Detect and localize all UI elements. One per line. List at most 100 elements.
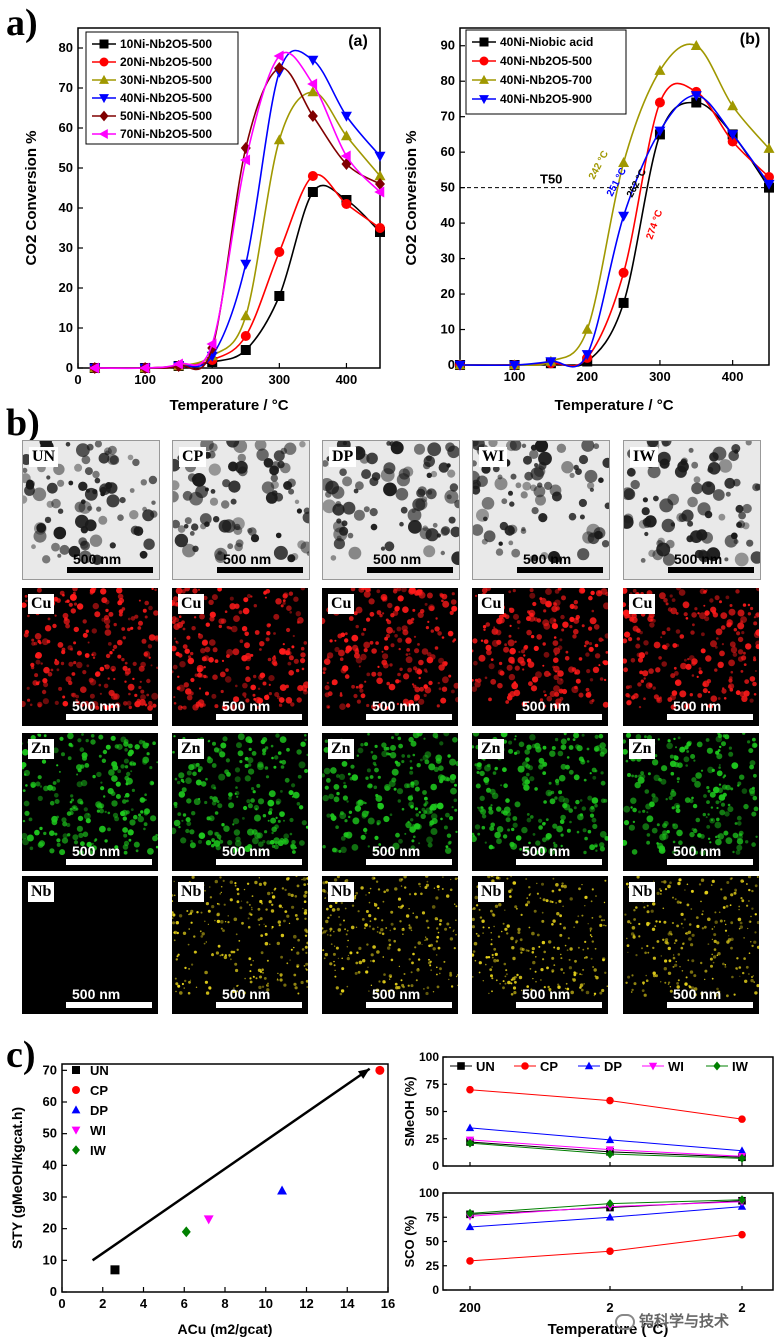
data-point bbox=[340, 150, 351, 162]
micrograph-zn-wi: Zn 500 nm bbox=[472, 733, 608, 871]
scale-bar bbox=[667, 1002, 753, 1008]
series-line bbox=[459, 82, 770, 367]
data-point bbox=[172, 358, 183, 370]
x-tick-label: 400 bbox=[336, 372, 358, 387]
data-point bbox=[737, 1146, 747, 1154]
data-point bbox=[606, 1149, 614, 1159]
data-point bbox=[618, 157, 630, 168]
y-tick-label: 20 bbox=[59, 280, 73, 295]
data-point bbox=[727, 136, 738, 147]
micrograph-zn-un: Zn 500 nm bbox=[22, 733, 158, 871]
y-tick-label: 20 bbox=[43, 1221, 57, 1236]
selectivity-co-panel: 0 25 50 75 100 SCO (%) bbox=[402, 1186, 774, 1297]
data-point bbox=[654, 97, 665, 108]
data-point bbox=[375, 1065, 385, 1075]
micrograph-tem-wi: WI 500 nm bbox=[472, 440, 610, 580]
scale-bar-label: 500 nm bbox=[673, 843, 722, 859]
scale-bar bbox=[668, 567, 754, 573]
micrograph-nb-un: Nb 500 nm bbox=[22, 876, 158, 1014]
y-tick-label: 25 bbox=[426, 1132, 440, 1146]
micrograph-label: UN bbox=[29, 447, 59, 467]
data-point bbox=[618, 297, 629, 308]
legend: UN CP DP WI IW bbox=[71, 1063, 109, 1158]
scale-bar bbox=[366, 859, 452, 865]
micrograph-zn-iw: Zn 500 nm bbox=[623, 733, 759, 871]
scale-bar-label: 500 nm bbox=[372, 698, 421, 714]
panel-label-c: c) bbox=[6, 1034, 36, 1076]
scale-bar-label: 500 nm bbox=[373, 551, 422, 567]
legend-label: 40Ni-Nb2O5-500 bbox=[500, 54, 592, 68]
legend-label: UN bbox=[90, 1063, 109, 1078]
micrograph-label: Cu bbox=[328, 594, 355, 614]
x-tick-label: 300 bbox=[649, 369, 671, 384]
scale-bar bbox=[366, 714, 452, 720]
watermark-text: 钨科学与技术 bbox=[639, 1312, 730, 1330]
arrow-head bbox=[357, 1068, 370, 1079]
legend: UN CP DP WI IW bbox=[450, 1059, 749, 1074]
legend-label: IW bbox=[90, 1143, 107, 1158]
data-point bbox=[763, 179, 775, 190]
series-line bbox=[459, 43, 770, 367]
scale-bar bbox=[516, 859, 602, 865]
data-point bbox=[465, 1222, 475, 1231]
y-tick-label: 90 bbox=[441, 38, 455, 53]
data-point bbox=[545, 357, 557, 368]
data-point bbox=[89, 362, 100, 374]
y-tick-label: 70 bbox=[59, 80, 73, 95]
x-tick-label: 12 bbox=[299, 1296, 313, 1311]
x-tick-label: 2 bbox=[99, 1296, 106, 1311]
micrograph-texture bbox=[22, 588, 158, 711]
y-tick-label: 40 bbox=[441, 215, 455, 230]
x-axis-title: Temperature / °C bbox=[554, 397, 673, 414]
data-point bbox=[606, 1247, 614, 1255]
data-point bbox=[727, 130, 739, 141]
scale-bar bbox=[516, 714, 602, 720]
y-tick-label: 50 bbox=[426, 1105, 440, 1119]
legend-box bbox=[465, 29, 627, 115]
micrograph-label: Nb bbox=[478, 882, 505, 902]
legend-marker bbox=[648, 1062, 658, 1071]
scale-bar-label: 500 nm bbox=[522, 986, 571, 1002]
legend-label: 30Ni-Nb2O5-500 bbox=[120, 73, 212, 87]
data-point bbox=[454, 360, 466, 371]
y-tick-label: 80 bbox=[441, 73, 455, 88]
data-point bbox=[375, 223, 385, 233]
x-tick-label: 16 bbox=[381, 1296, 395, 1311]
y-tick-label: 100 bbox=[419, 1186, 439, 1200]
y-tick-label: 80 bbox=[59, 40, 73, 55]
legend-label: UN bbox=[476, 1059, 495, 1074]
y-tick-label: 0 bbox=[432, 1159, 439, 1173]
series-line bbox=[469, 1206, 743, 1228]
y-tick-label: 0 bbox=[432, 1283, 439, 1297]
micrograph-cu-dp: Cu 500 nm bbox=[322, 588, 458, 726]
micrograph-label: Nb bbox=[28, 882, 55, 902]
legend-label: 70Ni-Nb2O5-500 bbox=[120, 127, 212, 141]
data-point bbox=[206, 338, 217, 350]
scale-bar bbox=[217, 567, 303, 573]
y-tick-label: 60 bbox=[43, 1094, 57, 1109]
series-line bbox=[469, 1127, 743, 1152]
legend-marker bbox=[521, 1062, 529, 1070]
data-point bbox=[466, 1208, 474, 1218]
data-point bbox=[618, 211, 630, 222]
x-tick-label: 2 bbox=[606, 1300, 613, 1315]
x-tick-label: 100 bbox=[504, 369, 526, 384]
legend-label: 40Ni-Nb2O5-700 bbox=[500, 73, 592, 87]
micrograph-texture bbox=[323, 441, 459, 565]
micrograph-label: Zn bbox=[328, 739, 354, 759]
series-line bbox=[459, 101, 770, 368]
data-point bbox=[690, 91, 702, 102]
data-point bbox=[466, 1138, 474, 1148]
data-point bbox=[240, 154, 251, 166]
data-point bbox=[374, 170, 386, 181]
micrograph-label: Nb bbox=[629, 882, 656, 902]
data-point bbox=[581, 323, 593, 334]
micrograph-nb-dp: Nb 500 nm bbox=[322, 876, 458, 1014]
scale-bar-label: 500 nm bbox=[372, 986, 421, 1002]
legend-marker bbox=[72, 1066, 80, 1074]
chart-c1: 0 2 4 6 8 10 12 14 16 0 10 20 30 40 50 60 70 UN CP DP WI IW AC… bbox=[9, 1062, 395, 1337]
y-tick-label: 10 bbox=[43, 1252, 57, 1267]
legend: 10Ni-Nb2O5-500 20Ni-Nb2O5-500 30Ni-Nb2O5-5… bbox=[85, 31, 239, 145]
x-tick-label: 2 bbox=[738, 1300, 745, 1315]
